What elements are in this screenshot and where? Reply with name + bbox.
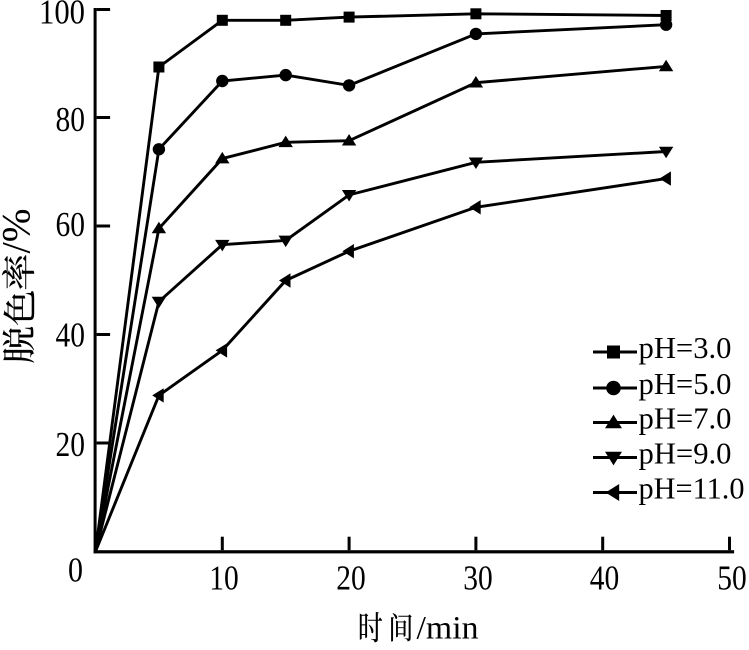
svg-text:40: 40 [590, 559, 620, 598]
svg-text:40: 40 [56, 316, 86, 355]
svg-text:pH=11.0: pH=11.0 [639, 472, 745, 506]
svg-text:pH=5.0: pH=5.0 [639, 367, 732, 401]
svg-text:60: 60 [56, 205, 86, 244]
svg-text:20: 20 [56, 425, 86, 464]
svg-text:0: 0 [68, 551, 83, 590]
svg-text:10: 10 [209, 559, 239, 598]
svg-text:pH=9.0: pH=9.0 [639, 437, 732, 471]
svg-text:pH=3.0: pH=3.0 [639, 331, 732, 365]
svg-text:50: 50 [717, 559, 747, 598]
svg-text:80: 80 [56, 100, 86, 139]
svg-text:/min: /min [417, 611, 479, 646]
svg-text:30: 30 [463, 559, 493, 598]
svg-text:100: 100 [39, 0, 85, 32]
svg-text:20: 20 [336, 559, 366, 598]
svg-text:pH=7.0: pH=7.0 [639, 402, 732, 436]
svg-text:/%: /% [0, 209, 39, 254]
